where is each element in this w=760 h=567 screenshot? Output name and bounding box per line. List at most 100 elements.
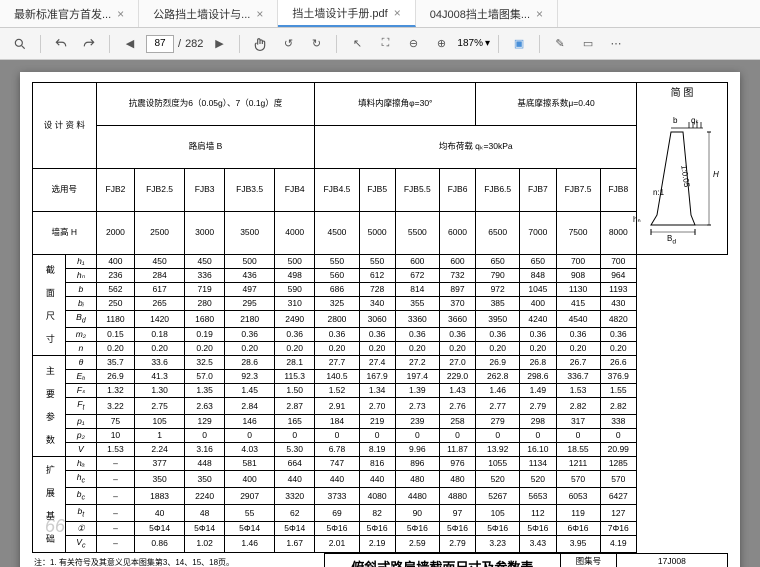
cell: 4080 bbox=[359, 488, 395, 505]
cell: 816 bbox=[359, 457, 395, 471]
cell: 2.63 bbox=[184, 398, 224, 415]
cell: 1055 bbox=[476, 457, 520, 471]
redo-icon[interactable] bbox=[77, 32, 101, 56]
cell: 26.6 bbox=[600, 356, 636, 370]
group-label: 主 要 参 数 bbox=[33, 356, 66, 457]
cell: 430 bbox=[600, 297, 636, 311]
annotate-icon[interactable]: ✎ bbox=[548, 32, 572, 56]
cell: 1.46 bbox=[476, 384, 520, 398]
cell: 129 bbox=[184, 415, 224, 429]
next-page-icon[interactable]: ▶ bbox=[207, 32, 231, 56]
cell: – bbox=[96, 505, 135, 522]
cell: 0.20 bbox=[96, 342, 135, 356]
page-total: 282 bbox=[185, 38, 203, 50]
cell: 560 bbox=[315, 269, 359, 283]
cell: 500 bbox=[225, 255, 275, 269]
watermark: 66 bbox=[45, 516, 65, 537]
cell: 317 bbox=[556, 415, 600, 429]
cell: 747 bbox=[315, 457, 359, 471]
cell: 570 bbox=[556, 471, 600, 488]
undo-icon[interactable] bbox=[49, 32, 73, 56]
cell: 600 bbox=[395, 255, 439, 269]
table-row: b562617719497590686728814897972104511301… bbox=[33, 283, 728, 297]
tab-3[interactable]: 挡土墙设计手册.pdf× bbox=[278, 0, 415, 27]
cell: 26.9 bbox=[96, 370, 135, 384]
cell: 1.67 bbox=[274, 536, 314, 553]
cell: 355 bbox=[395, 297, 439, 311]
cell: 2.76 bbox=[439, 398, 475, 415]
cell: 4480 bbox=[395, 488, 439, 505]
row-symbol: Ft bbox=[66, 398, 96, 415]
rotate-right-icon[interactable]: ↻ bbox=[304, 32, 328, 56]
cell: 0.86 bbox=[135, 536, 185, 553]
table-row: 扩 展 基 础hₐ–377448581664747816896976105511… bbox=[33, 457, 728, 471]
cell: 2.19 bbox=[359, 536, 395, 553]
pdf-viewer[interactable]: 设 计 资 料 抗震设防烈度为6（0.05g）、7（0.1g）度 填料内摩擦角φ… bbox=[0, 60, 760, 567]
prev-page-icon[interactable]: ◀ bbox=[118, 32, 142, 56]
more-icon[interactable]: ⋯ bbox=[604, 32, 628, 56]
cell: 385 bbox=[476, 297, 520, 311]
cell: 0.20 bbox=[600, 342, 636, 356]
zoom-in-icon[interactable]: ⊕ bbox=[429, 32, 453, 56]
cell: 908 bbox=[556, 269, 600, 283]
screenshot-icon[interactable]: ▣ bbox=[507, 32, 531, 56]
cell: 26.7 bbox=[556, 356, 600, 370]
table-row: m₂0.150.180.190.360.360.360.360.360.360.… bbox=[33, 328, 728, 342]
cell: 298.6 bbox=[520, 370, 556, 384]
table-row: Fₛ1.321.301.351.451.501.521.341.391.431.… bbox=[33, 384, 728, 398]
zoom-value[interactable]: 187% ▾ bbox=[457, 38, 490, 49]
cell: 6.78 bbox=[315, 443, 359, 457]
search-icon[interactable] bbox=[8, 32, 32, 56]
cell: 279 bbox=[476, 415, 520, 429]
cell: 2.73 bbox=[395, 398, 439, 415]
tab-label: 公路挡土墙设计与... bbox=[153, 6, 250, 22]
tab-4[interactable]: 04J008挡土墙图集... × bbox=[416, 0, 558, 27]
cell: 2.79 bbox=[520, 398, 556, 415]
comment-icon[interactable]: ▭ bbox=[576, 32, 600, 56]
row-symbol: b bbox=[66, 283, 96, 297]
zoom-out-icon[interactable]: ⊖ bbox=[401, 32, 425, 56]
rotate-left-icon[interactable]: ↺ bbox=[276, 32, 300, 56]
cell: 8.19 bbox=[359, 443, 395, 457]
cell: 0.20 bbox=[395, 342, 439, 356]
close-icon[interactable]: × bbox=[117, 7, 124, 21]
cell: 700 bbox=[556, 255, 600, 269]
hand-icon[interactable] bbox=[248, 32, 272, 56]
cell: 400 bbox=[96, 255, 135, 269]
table-row: bc–1883224029073320373340804480488052675… bbox=[33, 488, 728, 505]
cell: 848 bbox=[520, 269, 556, 283]
cell: 480 bbox=[439, 471, 475, 488]
cell: 0.20 bbox=[184, 342, 224, 356]
table-row: V1.532.243.164.035.306.788.199.9611.8713… bbox=[33, 443, 728, 457]
cell: 2180 bbox=[225, 311, 275, 328]
cell: – bbox=[96, 488, 135, 505]
fit-icon[interactable]: ⛶ bbox=[373, 32, 397, 56]
tab-1[interactable]: 最新标准官方首发... × bbox=[0, 0, 139, 27]
pointer-icon[interactable]: ↖ bbox=[345, 32, 369, 56]
close-icon[interactable]: × bbox=[256, 7, 263, 21]
cell: 0.20 bbox=[135, 342, 185, 356]
cell: 2.01 bbox=[315, 536, 359, 553]
cell: 250 bbox=[96, 297, 135, 311]
close-icon[interactable]: × bbox=[536, 7, 543, 21]
close-icon[interactable]: × bbox=[394, 6, 401, 20]
cell: 105 bbox=[135, 415, 185, 429]
toolbar: ◀ / 282 ▶ ↺ ↻ ↖ ⛶ ⊖ ⊕ 187% ▾ ▣ ✎ ▭ ⋯ bbox=[0, 28, 760, 60]
cell: 1680 bbox=[184, 311, 224, 328]
cell: 1.30 bbox=[135, 384, 185, 398]
page-input[interactable] bbox=[146, 35, 174, 53]
cell: – bbox=[96, 536, 135, 553]
cell: 5267 bbox=[476, 488, 520, 505]
cell: 4880 bbox=[439, 488, 475, 505]
cell: 2907 bbox=[225, 488, 275, 505]
cell: 440 bbox=[274, 471, 314, 488]
cell: 2490 bbox=[274, 311, 314, 328]
tab-2[interactable]: 公路挡土墙设计与... × bbox=[139, 0, 278, 27]
page-sep: / bbox=[178, 38, 181, 50]
tab-label: 最新标准官方首发... bbox=[14, 6, 111, 22]
diagram-label: 简 图 bbox=[641, 87, 723, 100]
cell: 2.70 bbox=[359, 398, 395, 415]
separator bbox=[239, 35, 240, 53]
table-row: Ft3.222.752.632.842.872.912.702.732.762.… bbox=[33, 398, 728, 415]
tab-label: 04J008挡土墙图集... bbox=[430, 6, 530, 22]
